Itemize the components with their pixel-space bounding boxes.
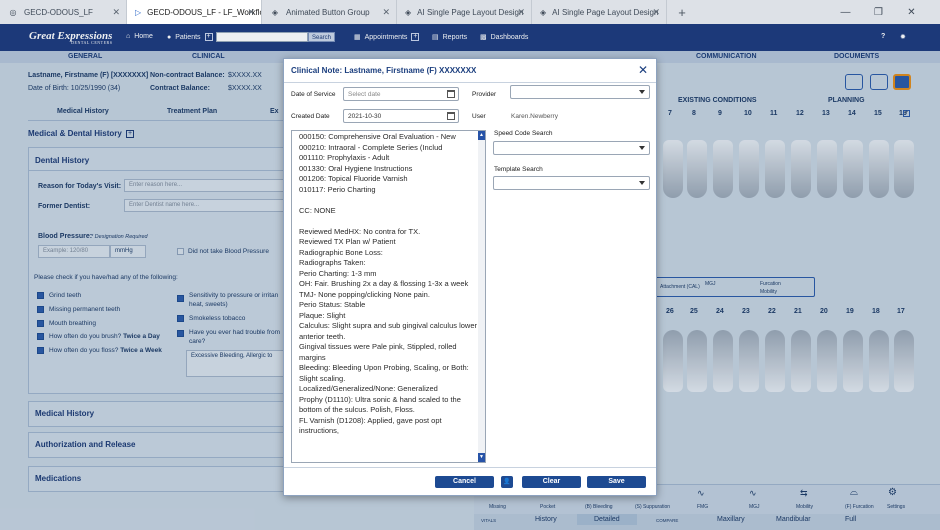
- note-line: 000150: Comprehensive Oral Evaluation - …: [292, 132, 485, 143]
- tab-label: GECD-ODOUS_LF: [24, 8, 93, 17]
- speed-code-select[interactable]: [493, 141, 650, 155]
- date-service-input[interactable]: Select date: [343, 87, 459, 101]
- chevron-down-icon: [639, 90, 645, 94]
- note-line: Bleeding: Bleeding Upon Probing, Scaling…: [292, 363, 485, 374]
- tab-label: AI Single Page Layout Design: [552, 8, 658, 17]
- scroll-up-icon[interactable]: ▲: [478, 131, 485, 140]
- note-line: Reviewed TX Plan w/ Patient: [292, 237, 485, 248]
- provider-label: Provider: [472, 91, 496, 98]
- note-line: [292, 195, 485, 206]
- page-icon: ◈: [540, 7, 546, 17]
- close-window-icon[interactable]: ✕: [895, 0, 928, 24]
- browser-tab-3[interactable]: ◈ AI Single Page Layout Design ✕: [397, 0, 532, 24]
- note-line: Reviewed MedHX: No contra for TX.: [292, 227, 485, 238]
- note-line: Prophy (D1110): Ultra sonic & hand scale…: [292, 395, 485, 406]
- note-line: margins: [292, 353, 485, 364]
- note-line: bottom of the sulcus. Polish, Floss.: [292, 405, 485, 416]
- note-line: Gingival tissues were Pale pink, Stipple…: [292, 342, 485, 353]
- note-line: Plaque: Slight: [292, 311, 485, 322]
- cancel-button[interactable]: Cancel: [435, 476, 494, 488]
- browser-tab-1[interactable]: ▷ GECD-ODOUS_LF - LF_Workflow ✕: [127, 0, 262, 24]
- scrollbar[interactable]: [478, 131, 485, 462]
- note-line: FL Varnish (D1208): Applied, gave post o…: [292, 416, 485, 427]
- chevron-down-icon: [639, 146, 645, 150]
- user-label: User: [472, 113, 486, 120]
- page-icon: ◎: [8, 7, 18, 17]
- note-line: Localized/Generalized/None: Generalized: [292, 384, 485, 395]
- calendar-icon[interactable]: [447, 112, 455, 120]
- note-line: [292, 216, 485, 227]
- note-line: Perio Charting: 1-3 mm: [292, 269, 485, 280]
- close-tab-icon[interactable]: ✕: [382, 7, 390, 18]
- scroll-down-icon[interactable]: ▼: [478, 453, 485, 462]
- save-button[interactable]: Save: [587, 476, 646, 488]
- new-tab-button[interactable]: +: [667, 0, 697, 24]
- close-tab-icon[interactable]: ✕: [517, 7, 525, 18]
- note-line: OH: Fair. Brushing 2x a day & flossing 1…: [292, 279, 485, 290]
- user-value: Karen.Newberry: [511, 113, 558, 120]
- clinical-note-modal: Clinical Note: Lastname, Firstname (F) X…: [283, 58, 657, 496]
- tab-label: AI Single Page Layout Design: [417, 8, 523, 17]
- assign-user-icon[interactable]: 👤: [501, 476, 513, 488]
- note-line: Radiographs Taken:: [292, 258, 485, 269]
- note-line: Perio Status: Stable: [292, 300, 485, 311]
- note-line: instructions,: [292, 426, 485, 437]
- minimize-icon[interactable]: —: [829, 0, 862, 24]
- tab-label: GECD-ODOUS_LF - LF_Workflow: [147, 8, 262, 17]
- template-select[interactable]: [493, 176, 650, 190]
- speed-code-label: Speed Code Search: [494, 130, 553, 137]
- note-line: Radiographic Bone Loss:: [292, 248, 485, 259]
- browser-tab-0[interactable]: ◎ GECD-ODOUS_LF ✕: [0, 0, 127, 24]
- note-line: Calculus: Slight supra and sub gingival …: [292, 321, 485, 332]
- created-date-label: Created Date: [291, 113, 330, 120]
- template-label: Template Search: [494, 166, 543, 173]
- browser-tab-2[interactable]: ◈ Animated Button Group ✕: [262, 0, 397, 24]
- clear-button[interactable]: Clear: [522, 476, 581, 488]
- close-tab-icon[interactable]: ✕: [112, 7, 120, 18]
- close-icon[interactable]: ✕: [638, 63, 648, 77]
- note-line: 001206: Topical Fluoride Varnish: [292, 174, 485, 185]
- clinical-note-textarea[interactable]: 000150: Comprehensive Oral Evaluation - …: [291, 130, 486, 463]
- maximize-icon[interactable]: ❐: [862, 0, 895, 24]
- chevron-down-icon: [639, 181, 645, 185]
- tab-label: Animated Button Group: [286, 8, 370, 17]
- close-tab-icon[interactable]: ✕: [652, 7, 660, 18]
- note-line: 001110: Prophylaxis - Adult: [292, 153, 485, 164]
- created-date-input[interactable]: 2021-10-30: [343, 109, 459, 123]
- note-line: 001330: Oral Hygiene Instructions: [292, 164, 485, 175]
- page-icon: ▷: [135, 7, 141, 17]
- modal-title: Clinical Note: Lastname, Firstname (F) X…: [291, 66, 476, 75]
- browser-tab-4[interactable]: ◈ AI Single Page Layout Design ✕: [532, 0, 667, 24]
- note-line: TMJ- None popping/clicking None pain.: [292, 290, 485, 301]
- note-line: CC: NONE: [292, 206, 485, 217]
- page-icon: ◈: [405, 7, 411, 17]
- note-line: 010117: Perio Charting: [292, 185, 485, 196]
- note-line: 000210: Intraoral - Complete Series (Inc…: [292, 143, 485, 154]
- browser-tab-bar: ◎ GECD-ODOUS_LF ✕ ▷ GECD-ODOUS_LF - LF_Work…: [0, 0, 940, 24]
- close-tab-icon[interactable]: ✕: [247, 7, 255, 18]
- date-service-label: Date of Service: [291, 91, 335, 98]
- page-icon: ◈: [270, 7, 280, 17]
- note-line: Slight scaling.: [292, 374, 485, 385]
- note-line: anterior teeth.: [292, 332, 485, 343]
- provider-select[interactable]: [510, 85, 650, 99]
- calendar-icon[interactable]: [447, 90, 455, 98]
